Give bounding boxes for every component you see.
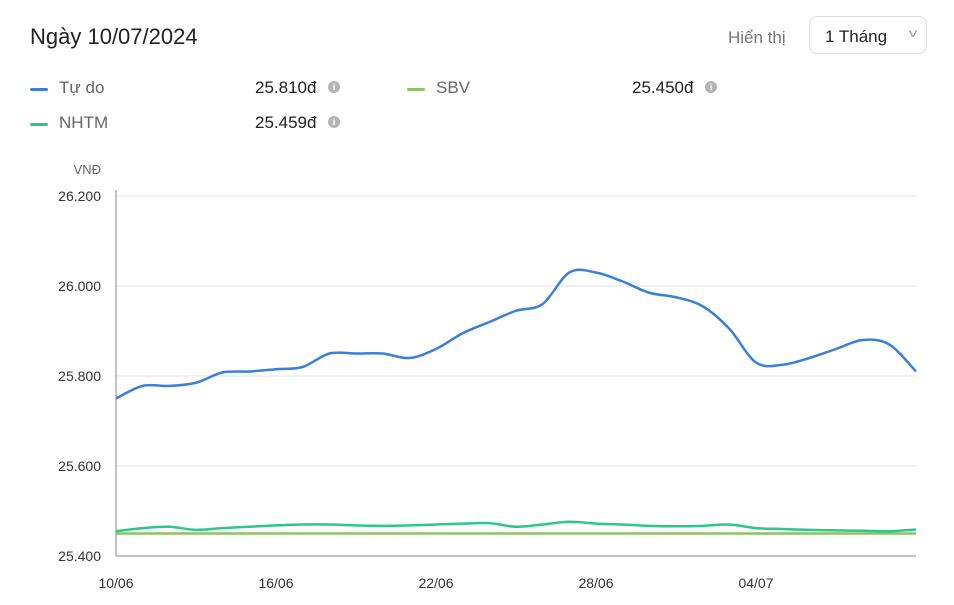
legend-label: Tự do bbox=[59, 78, 105, 97]
y-axis-label: VNĐ bbox=[74, 162, 101, 177]
y-tick-label: 26.000 bbox=[58, 278, 101, 294]
series-line-nhtm bbox=[115, 520, 917, 533]
info-icon[interactable]: i bbox=[328, 81, 340, 93]
legend-swatch bbox=[30, 123, 48, 126]
x-tick-label: 16/06 bbox=[258, 575, 293, 591]
legend-value: 25.459đ bbox=[255, 113, 317, 132]
period-value: 1 Tháng bbox=[825, 27, 888, 46]
y-tick-label: 26.200 bbox=[58, 188, 101, 204]
legend-value: 25.450đ bbox=[632, 78, 694, 97]
series-line-tự-do bbox=[115, 268, 917, 400]
x-tick-label: 22/06 bbox=[418, 575, 453, 591]
legend-swatch bbox=[407, 88, 425, 91]
chevron-down-icon: v bbox=[908, 26, 918, 40]
legend-label: NHTM bbox=[59, 113, 109, 132]
display-label: Hiển thị bbox=[728, 28, 786, 47]
info-icon[interactable]: i bbox=[328, 116, 340, 128]
info-icon[interactable]: i bbox=[705, 81, 717, 93]
y-tick-label: 25.600 bbox=[58, 458, 101, 474]
period-select[interactable]: 1 Tháng v bbox=[809, 16, 927, 54]
legend-label: SBV bbox=[436, 78, 471, 97]
page-title: Ngày 10/07/2024 bbox=[30, 24, 198, 49]
x-tick-label: 04/07 bbox=[738, 575, 773, 591]
legend-value: 25.810đ bbox=[255, 78, 317, 97]
legend-swatch bbox=[30, 88, 48, 91]
y-tick-label: 25.800 bbox=[58, 368, 101, 384]
x-tick-label: 10/06 bbox=[98, 575, 133, 591]
x-tick-label: 28/06 bbox=[578, 575, 613, 591]
y-tick-label: 25.400 bbox=[58, 548, 101, 564]
